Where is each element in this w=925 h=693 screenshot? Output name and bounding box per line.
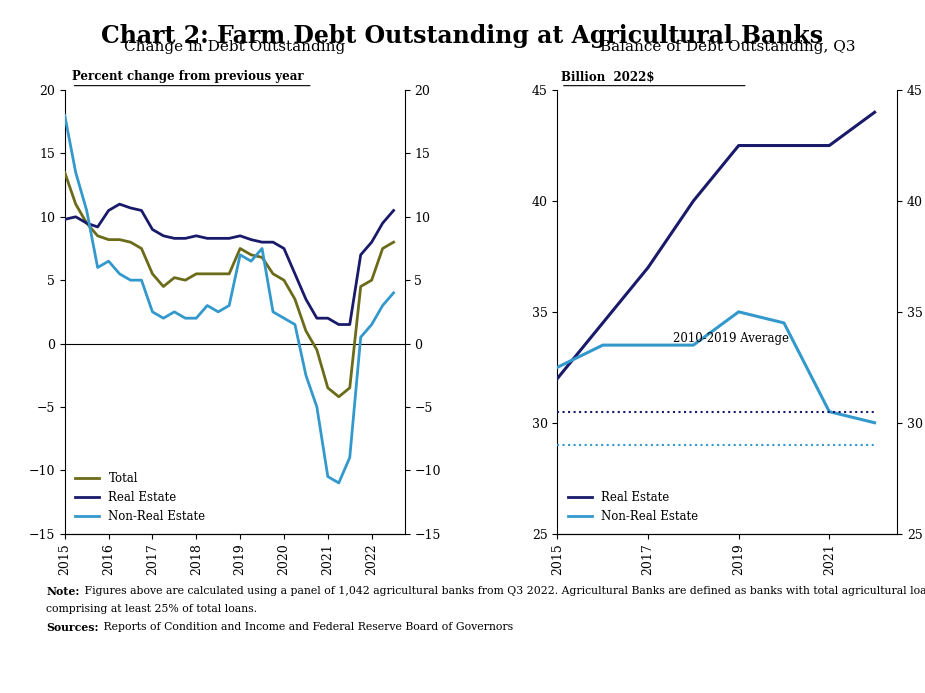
- Text: Figures above are calculated using a panel of 1,042 agricultural banks from Q3 2: Figures above are calculated using a pan…: [81, 586, 925, 595]
- Legend: Total, Real Estate, Non-Real Estate: Total, Real Estate, Non-Real Estate: [70, 468, 210, 527]
- Text: Reports of Condition and Income and Federal Reserve Board of Governors: Reports of Condition and Income and Fede…: [100, 622, 513, 631]
- Legend: Real Estate, Non-Real Estate: Real Estate, Non-Real Estate: [563, 486, 703, 527]
- Text: comprising at least 25% of total loans.: comprising at least 25% of total loans.: [46, 604, 257, 614]
- Text: Sources:: Sources:: [46, 622, 99, 633]
- Text: 2010-2019 Average: 2010-2019 Average: [673, 332, 789, 345]
- Text: Note:: Note:: [46, 586, 80, 597]
- Text: Chart 2: Farm Debt Outstanding at Agricultural Banks: Chart 2: Farm Debt Outstanding at Agricu…: [102, 24, 823, 49]
- Title: Change in Debt Outstanding: Change in Debt Outstanding: [124, 40, 345, 54]
- Text: Percent change from previous year: Percent change from previous year: [71, 71, 303, 83]
- Text: Billion  2022$: Billion 2022$: [561, 71, 654, 83]
- Title: Balance of Debt Outstanding, Q3: Balance of Debt Outstanding, Q3: [599, 40, 855, 54]
